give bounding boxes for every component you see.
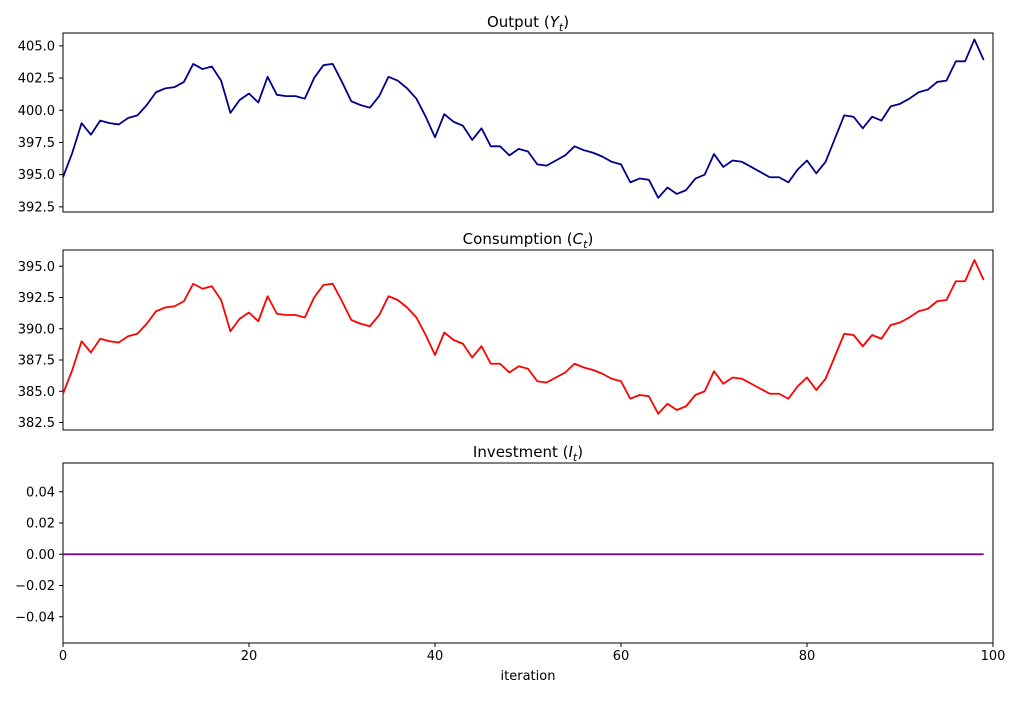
y-tick-label: 400.0	[18, 104, 55, 119]
consumption-title: Consumption (Ct)	[63, 229, 993, 251]
y-tick-label: 397.5	[18, 136, 55, 151]
x-tick-label: 20	[241, 649, 258, 664]
y-tick-label: 405.0	[18, 39, 55, 54]
output-series-line	[62, 38, 985, 199]
axes-spines	[62, 462, 994, 644]
consumption-title-prefix: Consumption (	[462, 230, 573, 248]
axes-spines	[62, 32, 994, 213]
output-title-suffix: )	[563, 13, 570, 31]
consumption-title-sub: t	[583, 238, 588, 251]
output-title-var: Y	[549, 13, 559, 31]
y-tick-label: 0.02	[26, 517, 55, 532]
y-tick-label: 0.00	[26, 548, 55, 563]
y-tick-label: 402.5	[18, 72, 55, 87]
y-tick-label: 390.0	[18, 322, 55, 337]
x-tick-label: 80	[799, 649, 816, 664]
x-tick-label: 100	[981, 649, 1006, 664]
y-tick-label: 392.5	[18, 291, 55, 306]
output-line-chart: 392.5 395.0 397.5 400.0 402.5 405.0	[18, 32, 994, 215]
y-tick-label: 0.04	[26, 485, 55, 500]
consumption-title-suffix: )	[587, 230, 594, 248]
investment-title-suffix: )	[577, 443, 584, 461]
output-title-prefix: Output (	[486, 13, 550, 31]
axes-spines	[62, 249, 994, 431]
y-tick-label: −0.02	[15, 579, 55, 594]
investment-line-chart: 0.04 0.02 0.00 −0.02 −0.04 0 20 40 60 80 100	[15, 462, 1006, 664]
consumption-series-line	[62, 259, 985, 415]
y-tick-label: 395.0	[18, 168, 55, 183]
y-tick-label: 392.5	[18, 200, 55, 215]
x-tick-label: 0	[59, 649, 67, 664]
investment-title-prefix: Investment (	[472, 443, 569, 461]
output-title: Output (Yt)	[63, 12, 993, 34]
investment-title: Investment (It)	[63, 442, 993, 464]
investment-title-sub: t	[572, 451, 578, 464]
output-title-sub: t	[558, 21, 564, 34]
y-tick-label: 382.5	[18, 416, 55, 431]
investment-title-var: I	[568, 443, 573, 461]
y-tick-label: 385.0	[18, 385, 55, 400]
consumption-line-chart: 382.5 385.0 387.5 390.0 392.5 395.0	[18, 249, 994, 431]
y-tick-label: 387.5	[18, 354, 55, 369]
x-axis-label: iteration	[500, 669, 556, 684]
y-tick-label: −0.04	[15, 610, 55, 625]
x-tick-label: 40	[427, 649, 444, 664]
x-tick-label: 60	[613, 649, 630, 664]
y-tick-label: 395.0	[18, 260, 55, 275]
consumption-title-var: C	[572, 230, 584, 248]
